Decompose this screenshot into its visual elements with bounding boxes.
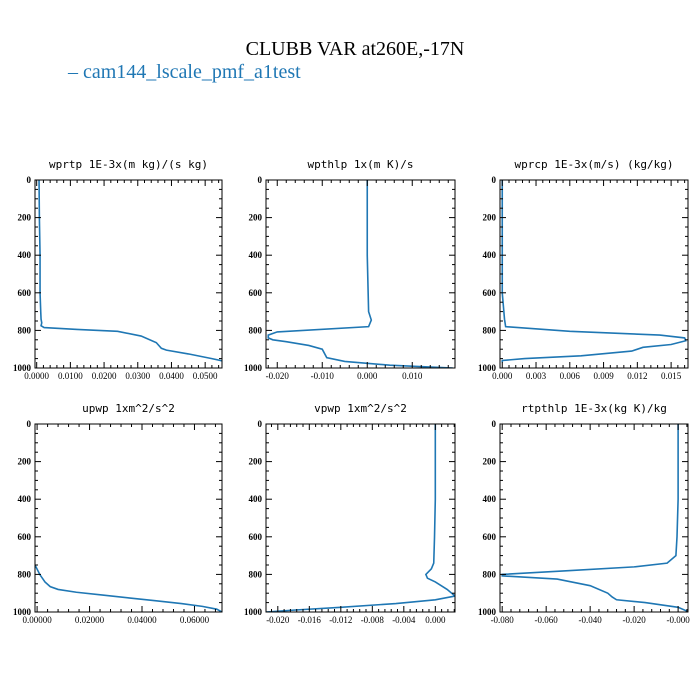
panel-title-upwp: upwp 1xm^2/s^2 bbox=[82, 402, 175, 415]
y-tick-label: 600 bbox=[18, 288, 32, 298]
plot-frame-upwp bbox=[34, 423, 223, 613]
x-tick-label: 0.0000 bbox=[24, 371, 49, 381]
y-tick-label: 1000 bbox=[13, 363, 32, 373]
y-tick-label: 200 bbox=[249, 457, 263, 467]
legend: – cam144_lscale_pmf_a1test bbox=[67, 61, 301, 83]
y-tick-label: 200 bbox=[483, 457, 497, 467]
panel-title-vpwp: vpwp 1xm^2/s^2 bbox=[314, 402, 407, 415]
y-tick-label: 800 bbox=[18, 325, 32, 335]
y-tick-label: 1000 bbox=[244, 607, 263, 617]
y-tick-label: 1000 bbox=[478, 607, 497, 617]
x-tick-label: 0.0100 bbox=[58, 371, 83, 381]
panel-wprtp: wprtp 1E-3x(m kg)/(s kg) 0 200 400 600 800 100… bbox=[13, 158, 223, 381]
y-tick-label: 400 bbox=[483, 250, 497, 260]
x-tick-label: 0.06000 bbox=[180, 615, 210, 625]
x-tick-label: -0.016 bbox=[298, 615, 322, 625]
x-tick-label: -0.020 bbox=[266, 371, 290, 381]
y-tick-label: 600 bbox=[483, 532, 497, 542]
y-tick-label: 800 bbox=[18, 569, 32, 579]
y-tick-label: 0 bbox=[492, 175, 497, 185]
series-line-upwp bbox=[35, 564, 222, 612]
series-line-wprtp bbox=[38, 180, 222, 362]
y-tick-label: 0 bbox=[492, 419, 497, 429]
y-tick-label: 400 bbox=[249, 494, 263, 504]
y-tick-label: 600 bbox=[249, 532, 263, 542]
y-tick-label: 0 bbox=[27, 175, 32, 185]
y-tick-label: 600 bbox=[249, 288, 263, 298]
y-tick-label: 400 bbox=[18, 494, 32, 504]
series-line-vpwp bbox=[266, 424, 455, 612]
x-tick-label: 0.003 bbox=[526, 371, 547, 381]
x-tick-label: -0.008 bbox=[361, 615, 385, 625]
x-tick-label: -0.060 bbox=[535, 615, 559, 625]
x-tick-label: 0.012 bbox=[627, 371, 647, 381]
y-tick-label: 800 bbox=[249, 569, 263, 579]
legend-label: cam144_lscale_pmf_a1test bbox=[83, 61, 301, 83]
panel-title-rtpthlp: rtpthlp 1E-3x(kg K)/kg bbox=[521, 402, 667, 415]
x-tick-label: 0.0300 bbox=[125, 371, 150, 381]
plot-frame-wpthlp bbox=[265, 179, 456, 369]
y-tick-label: 0 bbox=[258, 419, 263, 429]
y-tick-label: 400 bbox=[249, 250, 263, 260]
x-tick-label: -0.040 bbox=[579, 615, 603, 625]
x-tick-label: 0.000 bbox=[425, 615, 446, 625]
panel-title-wpthlp: wpthlp 1x(m K)/s bbox=[308, 158, 414, 171]
x-tick-label: 0.02000 bbox=[75, 615, 105, 625]
panel-title-wprcp: wprcp 1E-3x(m/s) (kg/kg) bbox=[515, 158, 674, 171]
x-tick-label: -0.004 bbox=[392, 615, 416, 625]
y-tick-label: 800 bbox=[249, 325, 263, 335]
x-tick-label: 0.000 bbox=[492, 371, 513, 381]
x-tick-label: 0.04000 bbox=[127, 615, 157, 625]
series-line-wpthlp bbox=[267, 180, 453, 368]
series-line-wprcp bbox=[501, 180, 687, 363]
plot-frame-vpwp bbox=[265, 423, 456, 613]
plot-frame-wprcp bbox=[499, 179, 689, 369]
y-tick-label: 0 bbox=[27, 419, 32, 429]
x-tick-label: -0.020 bbox=[623, 615, 647, 625]
figure-title: CLUBB VAR at260E,-17N bbox=[246, 38, 465, 60]
y-tick-label: 200 bbox=[18, 457, 32, 467]
x-tick-label: -0.020 bbox=[266, 615, 290, 625]
y-tick-label: 1000 bbox=[478, 363, 497, 373]
x-tick-label: 0.0400 bbox=[159, 371, 184, 381]
y-tick-label: 800 bbox=[483, 569, 497, 579]
x-tick-label: 0.0200 bbox=[92, 371, 117, 381]
y-tick-label: 400 bbox=[483, 494, 497, 504]
legend-dash: – bbox=[67, 61, 83, 83]
y-tick-label: 1000 bbox=[244, 363, 263, 373]
panel-rtpthlp: rtpthlp 1E-3x(kg K)/kg02004006008001000-… bbox=[478, 402, 690, 625]
y-tick-label: 600 bbox=[18, 532, 32, 542]
x-tick-label: -0.080 bbox=[491, 615, 515, 625]
panel-wpthlp: wpthlp 1x(m K)/s 0 200 400 600 800 1000-0.020 -… bbox=[244, 158, 456, 381]
panel-wprcp: wprcp 1E-3x(m/s) (kg/kg) 0 200 400 600 800 100… bbox=[478, 158, 689, 381]
y-tick-label: 1000 bbox=[13, 607, 32, 617]
panel-title-wprtp: wprtp 1E-3x(m kg)/(s kg) bbox=[49, 158, 208, 171]
plot-frame-rtpthlp bbox=[499, 423, 689, 613]
panel-vpwp: vpwp 1xm^2/s^2 0 200 400 600 800 1000-0.020 -0.… bbox=[244, 402, 456, 625]
y-tick-label: 400 bbox=[18, 250, 32, 260]
x-tick-label: 0.000 bbox=[357, 371, 378, 381]
x-tick-label: -0.000 bbox=[666, 615, 690, 625]
y-tick-label: 800 bbox=[483, 325, 497, 335]
y-tick-label: 200 bbox=[483, 213, 497, 223]
x-tick-label: 0.010 bbox=[402, 371, 423, 381]
x-tick-label: 0.0500 bbox=[193, 371, 218, 381]
y-tick-label: 200 bbox=[18, 213, 32, 223]
x-tick-label: -0.012 bbox=[329, 615, 352, 625]
plot-frame-wprtp bbox=[34, 179, 223, 369]
legend-entry: – cam144_lscale_pmf_a1test bbox=[67, 61, 301, 83]
x-tick-label: 0.015 bbox=[661, 371, 682, 381]
x-tick-label: 0.00000 bbox=[22, 615, 52, 625]
x-tick-label: 0.006 bbox=[560, 371, 581, 381]
series-line-rtpthlp bbox=[501, 424, 688, 612]
x-tick-label: 0.009 bbox=[593, 371, 614, 381]
y-tick-label: 0 bbox=[258, 175, 263, 185]
y-tick-label: 200 bbox=[249, 213, 263, 223]
y-tick-label: 600 bbox=[483, 288, 497, 298]
x-tick-label: -0.010 bbox=[311, 371, 335, 381]
